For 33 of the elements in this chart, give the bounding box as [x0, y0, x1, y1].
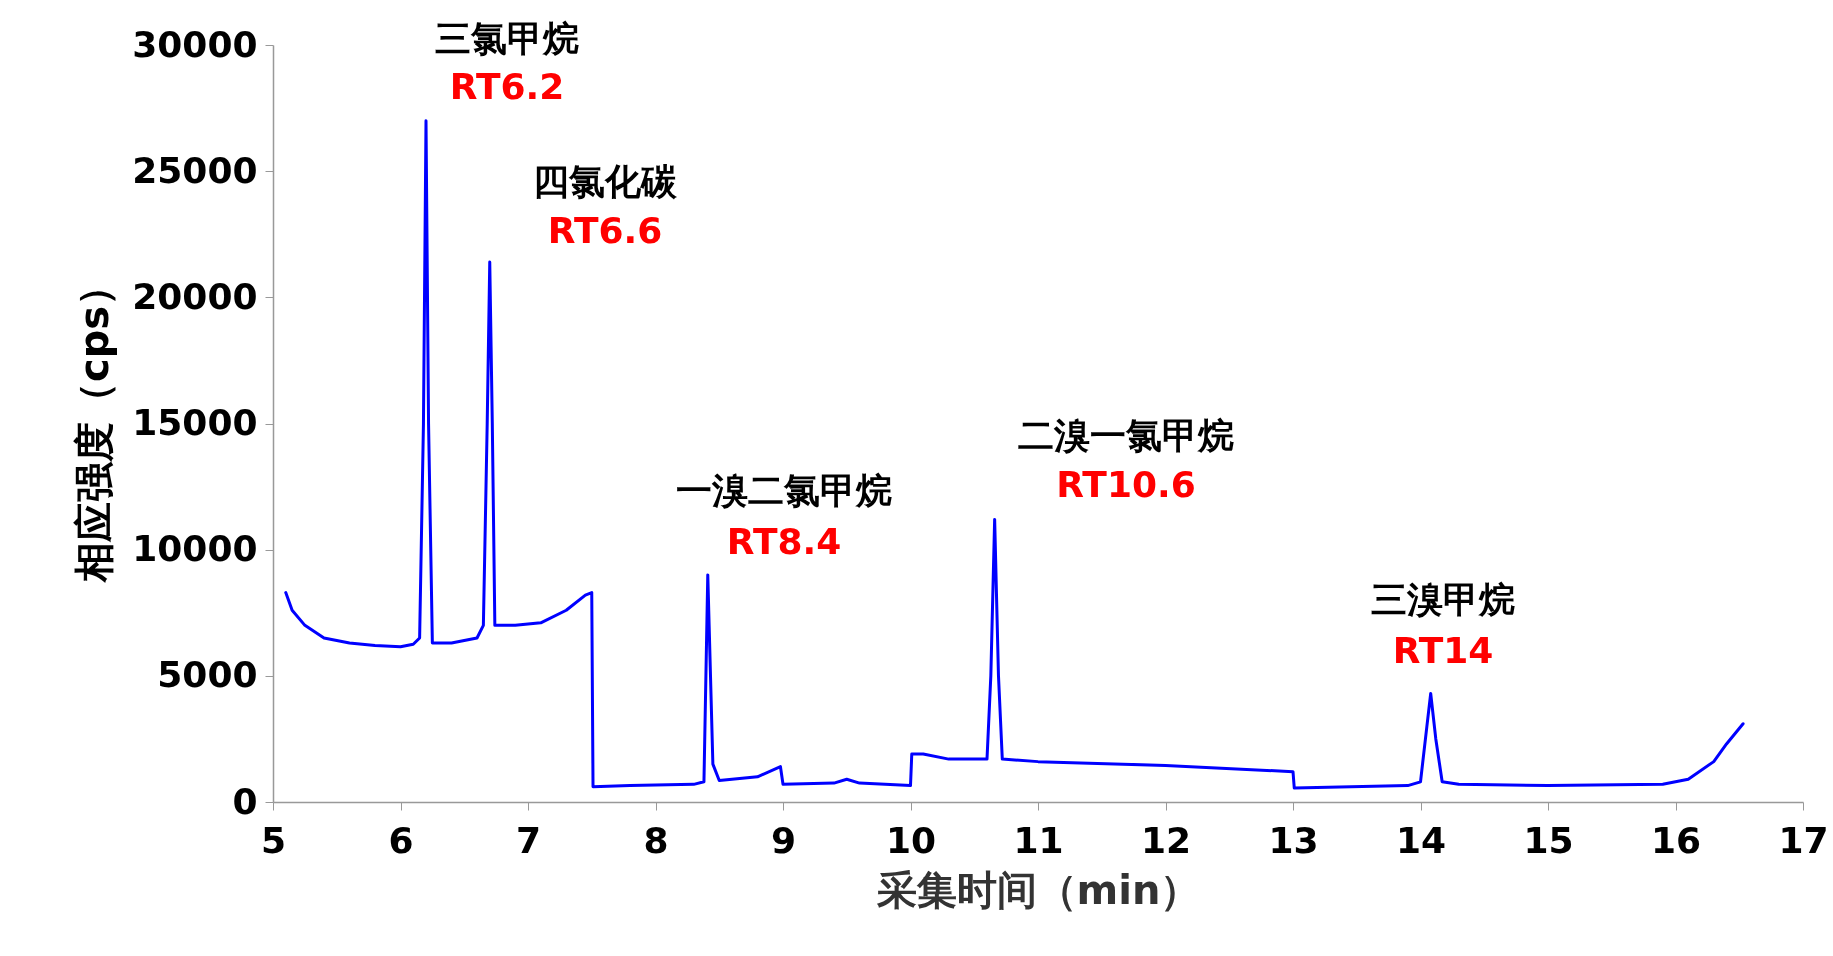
x-tick-label: 5: [260, 819, 287, 861]
annotation: RT6.6: [547, 210, 663, 251]
y-tick-label: 30000: [132, 23, 258, 65]
y-tick-label: 10000: [132, 528, 258, 570]
x-tick-label: 13: [1268, 819, 1319, 861]
x-tick-label: 11: [1013, 819, 1064, 861]
annotation: RT14: [1392, 630, 1494, 671]
x-axis-title: 采集时间（min）: [875, 866, 1201, 913]
x-tick-label: 8: [643, 819, 669, 861]
annotation: RT6.2: [449, 66, 565, 107]
x-tick-label: 15: [1523, 819, 1574, 861]
annotation: 一溴二氯甲烷: [676, 470, 892, 511]
line-series: [284, 119, 1745, 790]
y-axis-title: 相应强度（cps）: [71, 265, 118, 584]
annotation: RT8.4: [726, 521, 842, 562]
x-tick-label: 7: [515, 819, 542, 861]
x-tick-label: 10: [885, 819, 937, 861]
annotation: 四氯化碳: [533, 161, 678, 202]
y-tick-label: 20000: [132, 275, 258, 317]
annotation: 二溴一氯甲烷: [1018, 415, 1234, 456]
x-tick-label: 6: [388, 819, 414, 861]
y-tick-label: 15000: [132, 402, 258, 443]
x-tick-label: 16: [1650, 819, 1702, 861]
x-tick-label: 14: [1395, 819, 1447, 861]
annotation: RT10.6: [1056, 464, 1196, 505]
x-tick-label: 12: [1140, 819, 1192, 861]
annotation: 三氯甲烷: [435, 18, 579, 59]
y-tick-label: 5000: [157, 654, 258, 696]
x-tick-label: 9: [770, 819, 797, 861]
x-tick-label: 17: [1778, 819, 1829, 861]
y-tick-label: 25000: [132, 149, 258, 191]
y-tick-label: 0: [232, 780, 258, 822]
annotation: 三溴甲烷: [1371, 579, 1515, 620]
